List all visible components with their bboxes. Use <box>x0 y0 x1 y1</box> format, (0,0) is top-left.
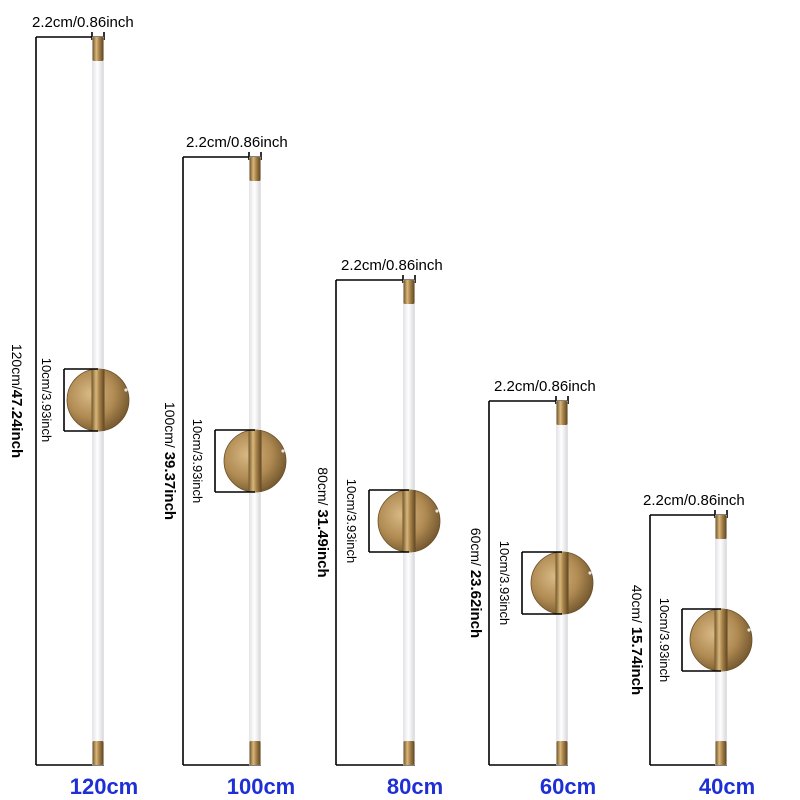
top-end-cap <box>556 401 568 425</box>
width-label: 2.2cm/0.86inch <box>341 257 443 274</box>
size-label: 80cm <box>387 774 443 799</box>
lamp-100: 2.2cm/0.86inch 100cm/ 39.37inch 10cm/3.93i… <box>161 134 295 799</box>
width-label: 2.2cm/0.86inch <box>186 134 288 151</box>
height-label: 120cm/47.24inch <box>8 344 25 458</box>
plate-size-label: 10cm/3.93inch <box>657 598 672 683</box>
tube-holder <box>248 430 262 492</box>
bottom-end-cap <box>403 741 415 765</box>
plate-screw <box>747 628 751 632</box>
lamp-60: 2.2cm/0.86inch 60cm/ 23.62inch 10cm/3.93in… <box>467 378 596 799</box>
height-label: 80cm/ 31.49inch <box>314 467 331 577</box>
height-metric: 100cm/ <box>162 402 178 452</box>
height-imperial: 15.74inch <box>628 627 645 695</box>
height-metric: 40cm/ <box>629 585 645 627</box>
bottom-end-cap <box>556 741 568 765</box>
height-label: 100cm/ 39.37inch <box>161 402 178 520</box>
top-end-cap <box>92 37 104 61</box>
top-end-cap <box>249 157 261 181</box>
size-label: 120cm <box>70 774 139 799</box>
lamp-40: 2.2cm/0.86inch 40cm/ 15.74inch 10cm/3.93in… <box>628 492 755 799</box>
tube-holder <box>714 609 728 671</box>
plate-screw <box>588 571 592 575</box>
height-metric: 120cm/ <box>9 344 25 390</box>
top-end-cap <box>403 280 415 304</box>
height-imperial: 39.37inch <box>161 452 178 520</box>
height-imperial: 47.24inch <box>8 390 25 458</box>
size-label: 100cm <box>227 774 296 799</box>
plate-screw <box>281 449 285 453</box>
height-metric: 80cm/ <box>315 467 331 509</box>
tube-holder <box>91 369 105 431</box>
lamp-120: 2.2cm/0.86inch 120cm/47.24inch 10cm/3.93in… <box>8 14 138 799</box>
tube-holder <box>402 490 416 552</box>
height-label: 40cm/ 15.74inch <box>628 585 645 695</box>
size-label: 60cm <box>540 774 596 799</box>
plate-size-label: 10cm/3.93inch <box>190 419 205 504</box>
tube-holder <box>555 552 569 614</box>
plate-size-label: 10cm/3.93inch <box>39 358 54 443</box>
height-imperial: 23.62inch <box>467 570 484 638</box>
bottom-end-cap <box>249 741 261 765</box>
plate-screw <box>124 388 128 392</box>
top-end-cap <box>715 515 727 539</box>
size-label: 40cm <box>699 774 755 799</box>
plate-size-label: 10cm/3.93inch <box>497 541 512 626</box>
width-label: 2.2cm/0.86inch <box>32 14 134 31</box>
plate-size-label: 10cm/3.93inch <box>344 479 359 564</box>
width-label: 2.2cm/0.86inch <box>643 492 745 509</box>
height-metric: 60cm/ <box>468 528 484 570</box>
height-label: 60cm/ 23.62inch <box>467 528 484 638</box>
bottom-end-cap <box>92 741 104 765</box>
height-imperial: 31.49inch <box>314 509 331 577</box>
lamps-layer: 2.2cm/0.86inch 120cm/47.24inch 10cm/3.93in… <box>8 14 755 799</box>
lamp-80: 2.2cm/0.86inch 80cm/ 31.49inch 10cm/3.93in… <box>314 257 443 799</box>
plate-screw <box>435 509 439 513</box>
width-label: 2.2cm/0.86inch <box>494 378 596 395</box>
bottom-end-cap <box>715 741 727 765</box>
